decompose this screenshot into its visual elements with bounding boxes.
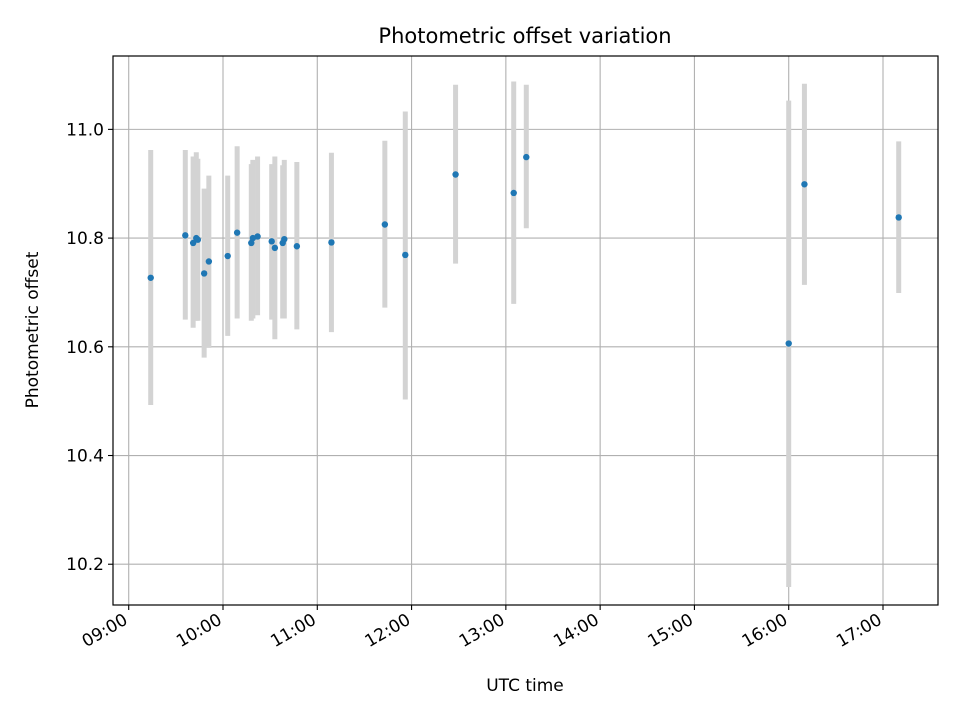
data-point: [200, 270, 208, 277]
x-axis-label: UTC time: [486, 676, 564, 696]
data-point: [452, 171, 459, 178]
data-point: [194, 236, 202, 243]
data-point: [785, 340, 792, 347]
y-tick-label: 11.0: [66, 120, 104, 140]
data-point: [523, 153, 530, 161]
data-point: [895, 214, 902, 221]
plot-frame: [112, 55, 939, 606]
data-point: [147, 274, 154, 281]
data-point: [510, 189, 517, 197]
data-point: [328, 239, 335, 246]
chart-title: Photometric offset variation: [378, 24, 671, 48]
data-point: [182, 232, 189, 239]
data-point: [254, 233, 261, 240]
data-point: [268, 238, 275, 245]
data-point: [271, 244, 279, 252]
data-point: [281, 235, 288, 243]
data-point: [233, 229, 241, 236]
y-axis-label: Photometric offset: [23, 251, 43, 408]
data-point: [248, 239, 255, 247]
data-point: [224, 252, 231, 260]
data-point: [189, 239, 197, 247]
data-point: [381, 221, 389, 228]
y-tick-label: 10.2: [66, 555, 104, 575]
y-tick-label: 10.4: [66, 447, 104, 467]
y-tick-label: 10.6: [66, 338, 104, 358]
data-points: [147, 153, 902, 347]
data-point: [402, 251, 409, 259]
y-tick-label: 10.8: [66, 229, 104, 249]
data-point: [205, 258, 213, 265]
data-point: [801, 181, 808, 188]
data-point: [293, 243, 301, 250]
y-axis-ticks: 10.2 10.4 10.6 10.8 11.0: [66, 120, 113, 575]
